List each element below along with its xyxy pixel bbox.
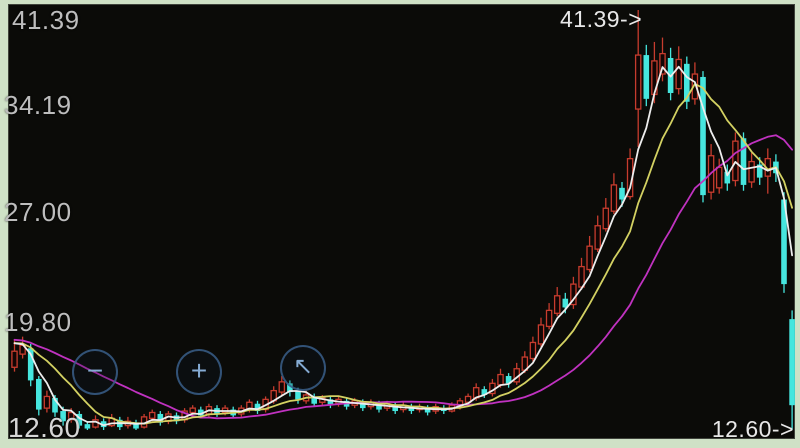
high-price-annotation: 41.39-> bbox=[560, 6, 643, 32]
plus-icon: + bbox=[190, 355, 208, 386]
zoom-out-button[interactable]: − bbox=[72, 349, 118, 395]
low-price-annotation: 12.60-> bbox=[711, 416, 794, 442]
y-axis-label-41.39: 41.39 bbox=[12, 5, 80, 35]
y-axis-label-19.80: 19.80 bbox=[4, 307, 72, 337]
zoom-in-button[interactable]: + bbox=[176, 349, 222, 395]
chart-plot-background bbox=[8, 4, 795, 439]
arrow-up-left-icon: ↖ bbox=[292, 353, 314, 380]
minus-icon: − bbox=[86, 355, 104, 386]
pan-back-button[interactable]: ↖ bbox=[280, 345, 326, 391]
y-axis-label-34.19: 34.19 bbox=[4, 90, 72, 120]
y-axis-label-27.00: 27.00 bbox=[4, 197, 72, 227]
y-axis-label-12.60: 12.60 bbox=[8, 412, 81, 443]
